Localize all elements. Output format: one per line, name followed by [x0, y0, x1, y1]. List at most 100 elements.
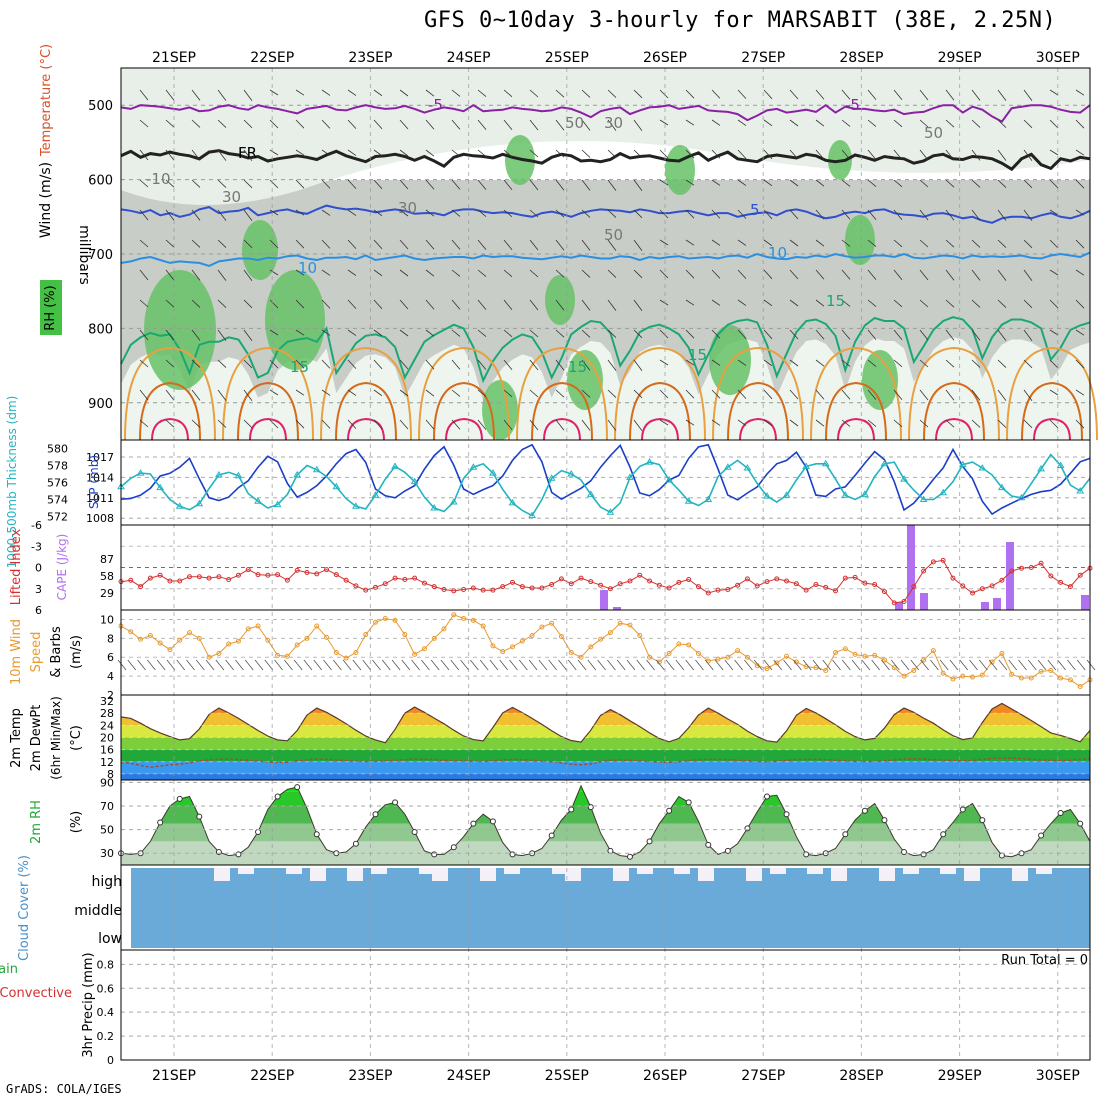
wind-barb	[165, 239, 175, 248]
wind-barb	[529, 329, 539, 338]
wind-barb-10m	[988, 659, 998, 671]
rh-point	[881, 817, 888, 824]
y-tick-label: 2	[107, 689, 114, 702]
wind-barb	[1075, 359, 1085, 369]
wind-barb	[1023, 119, 1033, 129]
wind-barb	[815, 239, 825, 247]
y-tick-label: 87	[100, 553, 114, 566]
wind-barb-10m	[479, 659, 489, 671]
wind-barb-10m	[1086, 659, 1096, 671]
wind-barb	[711, 359, 721, 366]
wind-barb	[243, 299, 253, 309]
wind-speed-point	[275, 652, 281, 658]
wind-barb	[971, 299, 981, 308]
wind-barb	[763, 119, 773, 127]
wind-barb-10m	[1037, 659, 1047, 671]
wind-barb	[347, 209, 357, 216]
wind-barb	[867, 419, 877, 427]
wind-barb	[503, 149, 513, 158]
cape-bar	[895, 602, 903, 610]
wind-barb	[555, 419, 565, 431]
wind-barb	[607, 119, 617, 131]
lifted-index-point	[950, 575, 956, 581]
wind-barb	[1049, 419, 1059, 429]
rh-patch-green	[567, 350, 603, 410]
cloud-gap	[565, 868, 581, 881]
wind-barb	[893, 209, 903, 221]
wind-barb	[165, 419, 175, 428]
wind-barb	[633, 329, 643, 339]
thickness-marker	[763, 492, 771, 499]
panel-bg	[121, 950, 1090, 1060]
wind-speed-point	[461, 616, 467, 621]
rh-point	[392, 799, 399, 806]
wind-barb	[529, 239, 539, 251]
wind-speed-point	[235, 638, 241, 644]
wind-barb	[451, 269, 461, 277]
wind-barb	[945, 419, 955, 428]
lifted-index-point	[1028, 565, 1034, 570]
wind-barb	[139, 419, 149, 428]
lifted-index-point	[960, 583, 966, 589]
lifted-index-point	[666, 585, 672, 591]
wind-speed-point	[979, 672, 985, 678]
wind-barb-10m	[137, 659, 146, 671]
y-axis-label-precip-b: Convective	[0, 986, 72, 1001]
contour-label: 15	[290, 358, 309, 376]
date-label-bottom: 27SEP	[741, 1068, 785, 1084]
lifted-index-point	[862, 580, 868, 586]
wind-barb	[997, 119, 1007, 128]
lifted-index-point	[265, 572, 271, 578]
cloud-gap	[310, 868, 326, 881]
wind-speed-point	[392, 617, 398, 623]
rh-line	[120, 784, 1091, 858]
wind-barb-10m	[1067, 659, 1076, 671]
wind-barb-10m	[900, 659, 910, 671]
rh-point	[646, 838, 653, 845]
wind-barb	[867, 179, 877, 187]
rh-point	[274, 793, 281, 800]
wind-barb	[763, 329, 773, 340]
wind-barb	[815, 89, 825, 100]
wind-barb	[165, 329, 175, 341]
lifted-index-point	[921, 568, 927, 574]
wind-barb-10m	[450, 659, 460, 671]
y-tick-label: 900	[88, 397, 113, 412]
isotherm-25c	[531, 381, 593, 441]
wind-barb	[685, 179, 695, 186]
lifted-index-point	[510, 579, 516, 585]
wind-barb	[997, 149, 1007, 161]
date-label-bottom: 25SEP	[545, 1068, 589, 1084]
y-axis-label-cape: CAPE (J/kg)	[55, 534, 69, 601]
lifted-index-point	[989, 583, 995, 589]
cloud-fill	[131, 868, 1090, 948]
wind-speed-point	[226, 641, 232, 647]
lifted-index-point	[382, 581, 388, 587]
wind-barb	[373, 89, 383, 97]
y-tick-label: 572	[47, 511, 68, 524]
rh-patch-green	[144, 270, 216, 390]
thickness-marker	[469, 463, 478, 470]
lifted-index-point	[402, 577, 408, 583]
rh-point	[431, 851, 438, 858]
wind-speed-point	[999, 650, 1005, 656]
rh-point	[587, 804, 594, 811]
wind-barb	[295, 119, 305, 129]
wind-barb-10m	[225, 659, 234, 671]
wind-barb	[945, 179, 955, 188]
rh-point	[313, 831, 320, 838]
wind-barb	[841, 209, 851, 220]
thickness-marker	[332, 482, 341, 490]
thickness-marker	[900, 475, 908, 482]
lifted-index-point	[803, 587, 809, 593]
wind-barb	[1075, 179, 1085, 189]
panel-border	[120, 949, 1091, 1061]
thickness-line	[120, 453, 1091, 517]
wind-barb	[399, 269, 409, 277]
wind-barb	[217, 119, 227, 128]
rh-patch-green	[545, 275, 575, 325]
wind-barb	[555, 89, 565, 98]
wind-barb	[763, 239, 773, 247]
wind-barb	[139, 209, 149, 221]
lifted-index-point	[588, 579, 594, 585]
